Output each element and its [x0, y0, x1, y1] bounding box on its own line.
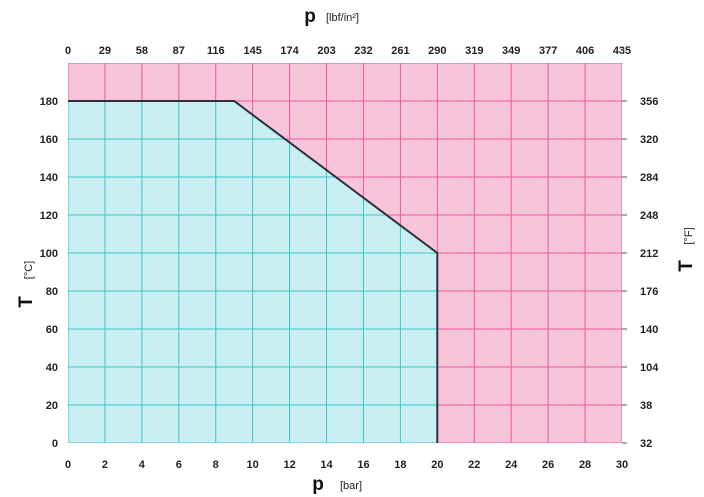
- y-right-tick-label: 248: [640, 210, 658, 222]
- x-top-axis-symbol: p: [304, 6, 316, 27]
- x-top-tick-label: 58: [136, 45, 148, 57]
- x-top-tick-label: 319: [465, 45, 483, 57]
- x-top-tick-label: 145: [243, 45, 261, 57]
- x-top-tick-label: 406: [576, 45, 594, 57]
- y-right-axis-symbol: T: [676, 260, 697, 272]
- x-top-axis-unit: [lbf/in²]: [326, 12, 359, 24]
- y-right-tick-label: 140: [640, 324, 658, 336]
- x-top-tick-label: 232: [354, 45, 372, 57]
- y-left-tick-label: 120: [40, 210, 58, 222]
- x-top-tick-label: 116: [207, 45, 225, 57]
- x-bottom-tick-label: 8: [213, 459, 219, 471]
- x-top-tick-label: 0: [65, 45, 71, 57]
- y-left-tick-label: 100: [40, 248, 58, 260]
- x-top-tick-label: 435: [613, 45, 631, 57]
- x-bottom-tick-label: 16: [357, 459, 369, 471]
- x-bottom-tick-label: 6: [176, 459, 182, 471]
- x-bottom-tick-label: 26: [542, 459, 554, 471]
- y-left-tick-label: 40: [46, 362, 58, 374]
- y-right-tick-label: 356: [640, 96, 658, 108]
- y-right-tick-label: 38: [640, 400, 652, 412]
- y-left-tick-label: 140: [40, 172, 58, 184]
- y-right-tick-label: 284: [640, 172, 659, 184]
- x-bottom-axis-unit: [bar]: [340, 480, 362, 492]
- y-right-tick-label: 104: [640, 362, 659, 374]
- y-left-axis-unit: [°C]: [23, 261, 35, 279]
- x-bottom-tick-label: 2: [102, 459, 108, 471]
- x-bottom-tick-label: 24: [505, 459, 518, 471]
- x-bottom-tick-label: 22: [468, 459, 480, 471]
- y-left-tick-label: 60: [46, 324, 58, 336]
- x-top-tick-label: 261: [391, 45, 409, 57]
- x-top-tick-label: 377: [539, 45, 557, 57]
- x-top-tick-label: 87: [173, 45, 185, 57]
- x-top-tick-label: 290: [428, 45, 446, 57]
- y-left-tick-label: 180: [40, 96, 58, 108]
- y-right-tick-label: 320: [640, 134, 658, 146]
- x-bottom-tick-label: 12: [283, 459, 295, 471]
- x-bottom-axis-symbol: p: [312, 474, 324, 495]
- x-top-tick-label: 29: [99, 45, 111, 57]
- y-right-tick-label: 212: [640, 248, 658, 260]
- x-bottom-tick-label: 20: [431, 459, 443, 471]
- y-left-tick-label: 0: [52, 438, 58, 450]
- y-left-axis-symbol: T: [16, 296, 37, 308]
- x-top-tick-label: 349: [502, 45, 520, 57]
- y-left-tick-label: 20: [46, 400, 58, 412]
- x-bottom-tick-label: 18: [394, 459, 406, 471]
- y-right-tick-label: 176: [640, 286, 658, 298]
- boundary-line: [68, 100, 439, 443]
- x-bottom-tick-label: 14: [320, 459, 333, 471]
- x-bottom-tick-label: 28: [579, 459, 591, 471]
- x-top-tick-label: 203: [317, 45, 335, 57]
- y-left-tick-label: 80: [46, 286, 58, 298]
- y-right-axis-unit: [°F]: [683, 227, 695, 244]
- y-left-tick-label: 160: [40, 134, 58, 146]
- x-bottom-tick-label: 30: [616, 459, 628, 471]
- x-bottom-tick-label: 0: [65, 459, 71, 471]
- x-bottom-tick-label: 4: [139, 459, 146, 471]
- y-right-tick-label: 32: [640, 438, 652, 450]
- x-bottom-tick-label: 10: [247, 459, 259, 471]
- x-top-tick-label: 174: [280, 45, 299, 57]
